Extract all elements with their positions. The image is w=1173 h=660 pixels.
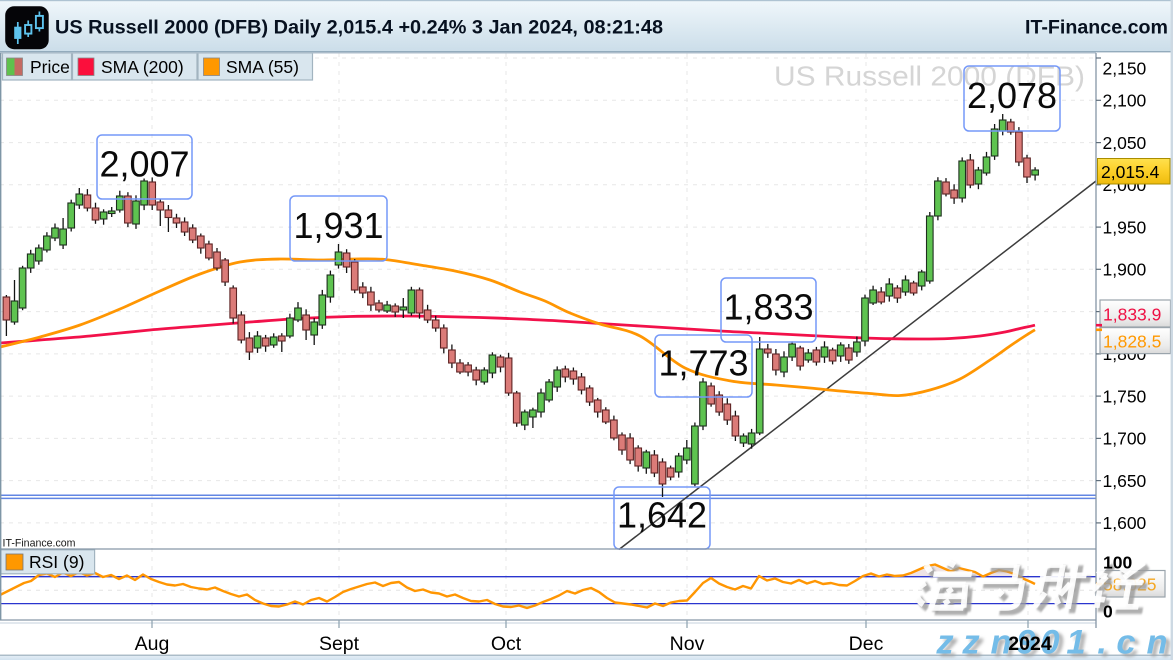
svg-text:1,931: 1,931	[293, 205, 383, 246]
svg-text:1,833.9: 1,833.9	[1103, 304, 1161, 324]
svg-text:2,050: 2,050	[1103, 133, 1147, 153]
svg-text:.: .	[1101, 627, 1111, 660]
svg-text:1,828.5: 1,828.5	[1103, 331, 1161, 351]
svg-text:9: 9	[1020, 627, 1040, 660]
svg-text:1,950: 1,950	[1103, 217, 1147, 237]
svg-text:SMA (200): SMA (200)	[101, 57, 184, 77]
svg-text:1: 1	[1070, 627, 1089, 660]
svg-text:1,900: 1,900	[1103, 260, 1147, 280]
svg-text:1,750: 1,750	[1103, 386, 1147, 406]
svg-text:0: 0	[1103, 602, 1113, 622]
svg-text:Aug: Aug	[135, 633, 170, 655]
svg-text:2024: 2024	[1008, 633, 1052, 655]
svg-text:z: z	[939, 627, 958, 660]
svg-text:n: n	[1150, 627, 1171, 660]
svg-text:RSI (9): RSI (9)	[29, 552, 84, 572]
svg-text:2,007: 2,007	[99, 144, 189, 185]
svg-text:1,600: 1,600	[1103, 513, 1147, 533]
svg-text:n: n	[994, 627, 1015, 660]
svg-text:c: c	[1116, 624, 1135, 660]
svg-text:n: n	[990, 624, 1011, 660]
svg-text:2,150: 2,150	[1103, 59, 1147, 79]
svg-text:2,015.4: 2,015.4	[1101, 162, 1160, 182]
svg-text:z: z	[935, 624, 954, 660]
svg-text:n: n	[1146, 624, 1167, 660]
svg-text:Nov: Nov	[670, 633, 705, 655]
svg-text:IT-Finance.com: IT-Finance.com	[1025, 18, 1168, 39]
svg-text:2,100: 2,100	[1103, 91, 1147, 111]
svg-text:0: 0	[1044, 627, 1063, 660]
svg-text:Dec: Dec	[849, 633, 884, 655]
svg-text:1,773: 1,773	[658, 343, 748, 384]
svg-text:1,642: 1,642	[617, 495, 707, 536]
svg-text:z: z	[961, 624, 980, 660]
svg-text:0: 0	[1040, 624, 1059, 660]
svg-text:z: z	[965, 627, 984, 660]
svg-text:1,833: 1,833	[723, 287, 813, 328]
svg-text:2,078: 2,078	[967, 75, 1057, 116]
svg-text:US Russell 2000 (DFB) Daily 2,: US Russell 2000 (DFB) Daily 2,015.4 +0.2…	[55, 18, 663, 39]
svg-text:9: 9	[1016, 624, 1036, 660]
svg-text:IT-Finance.com: IT-Finance.com	[3, 538, 76, 550]
svg-text:1,650: 1,650	[1103, 471, 1147, 491]
svg-text:Sept: Sept	[319, 633, 360, 655]
svg-text:Oct: Oct	[491, 633, 522, 655]
svg-text:100: 100	[1103, 553, 1132, 573]
svg-text:Price: Price	[30, 57, 70, 77]
svg-text:1,700: 1,700	[1103, 429, 1147, 449]
svg-text:.: .	[1097, 624, 1107, 660]
svg-text:SMA (55): SMA (55)	[226, 57, 299, 77]
svg-text:c: c	[1120, 627, 1139, 660]
svg-text:1: 1	[1066, 624, 1085, 660]
